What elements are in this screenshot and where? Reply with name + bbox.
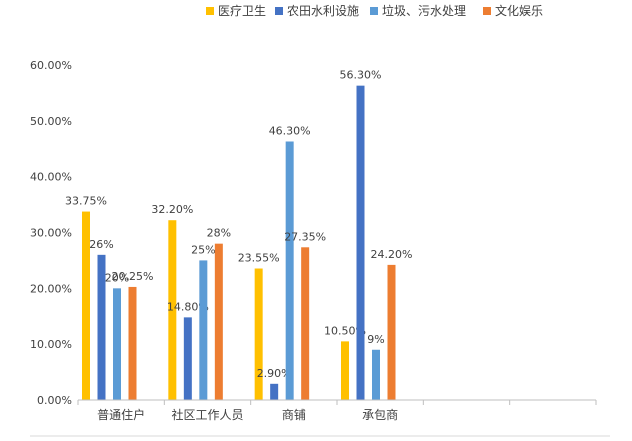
y-tick-label: 40.00% [30, 171, 72, 184]
bar [285, 141, 294, 400]
data-label: 27.35% [284, 230, 326, 243]
bar [183, 317, 192, 400]
data-label: 10.50% [324, 324, 366, 337]
x-category-label: 社区工作人员 [171, 407, 243, 422]
data-label: 20.25% [112, 270, 154, 283]
legend-swatch [275, 7, 283, 15]
y-tick-label: 60.00% [30, 59, 72, 72]
x-axis: 普通住户 社区工作人员 商铺 承包商 [77, 399, 597, 422]
data-label: 20% [105, 271, 129, 284]
y-tick-label: 10.00% [30, 338, 72, 351]
data-label: 56.30% [340, 69, 382, 82]
legend-label: 农田水利设施 [287, 4, 359, 18]
bar [387, 264, 396, 400]
legend-swatch [370, 7, 378, 15]
y-tick-label: 30.00% [30, 227, 72, 240]
y-axis: 0.00% 10.00% 20.00% 30.00% 40.00% 50.00% 60.00… [30, 59, 72, 407]
bar [82, 211, 90, 400]
bar [97, 254, 106, 400]
bar [301, 247, 310, 400]
data-label: 28% [207, 227, 231, 240]
bar [356, 85, 365, 401]
bar [372, 349, 380, 400]
legend-label: 垃圾、污水处理 [382, 3, 466, 18]
legend: 医疗卫生 农田水利设施 垃圾、污水处理 文化娱乐 [206, 3, 543, 18]
legend-swatch [206, 7, 214, 15]
data-label: 25% [191, 243, 215, 256]
x-category-label: 商铺 [282, 407, 306, 422]
y-tick-label: 50.00% [30, 115, 72, 128]
legend-swatch [483, 7, 491, 15]
data-label: 2.90% [257, 367, 292, 380]
data-label: 23.55% [238, 252, 280, 265]
y-tick-label: 0.00% [37, 394, 72, 407]
legend-label: 文化娱乐 [495, 3, 543, 18]
y-tick-label: 20.00% [30, 282, 72, 295]
bar [128, 286, 137, 400]
data-label: 46.30% [269, 124, 311, 137]
bar [214, 243, 223, 400]
data-label: 9% [367, 333, 384, 346]
bar [199, 260, 208, 400]
data-label: 26% [89, 238, 113, 251]
bar [168, 220, 177, 400]
data-label: 33.75% [65, 195, 107, 208]
legend-label: 医疗卫生 [218, 4, 266, 18]
bar [270, 383, 279, 400]
x-category-label: 普通住户 [97, 407, 145, 422]
data-label: 32.20% [151, 203, 193, 216]
data-label: 24.20% [371, 248, 413, 261]
bar [113, 288, 121, 400]
x-category-label: 承包商 [362, 407, 398, 422]
data-label: 14.80% [167, 300, 209, 313]
plot-area: 33.75% 26% 20%20.25% 32.20% 14.80% 25% 28% 23.5… [65, 69, 413, 401]
bar [341, 341, 349, 400]
bar [254, 268, 263, 400]
